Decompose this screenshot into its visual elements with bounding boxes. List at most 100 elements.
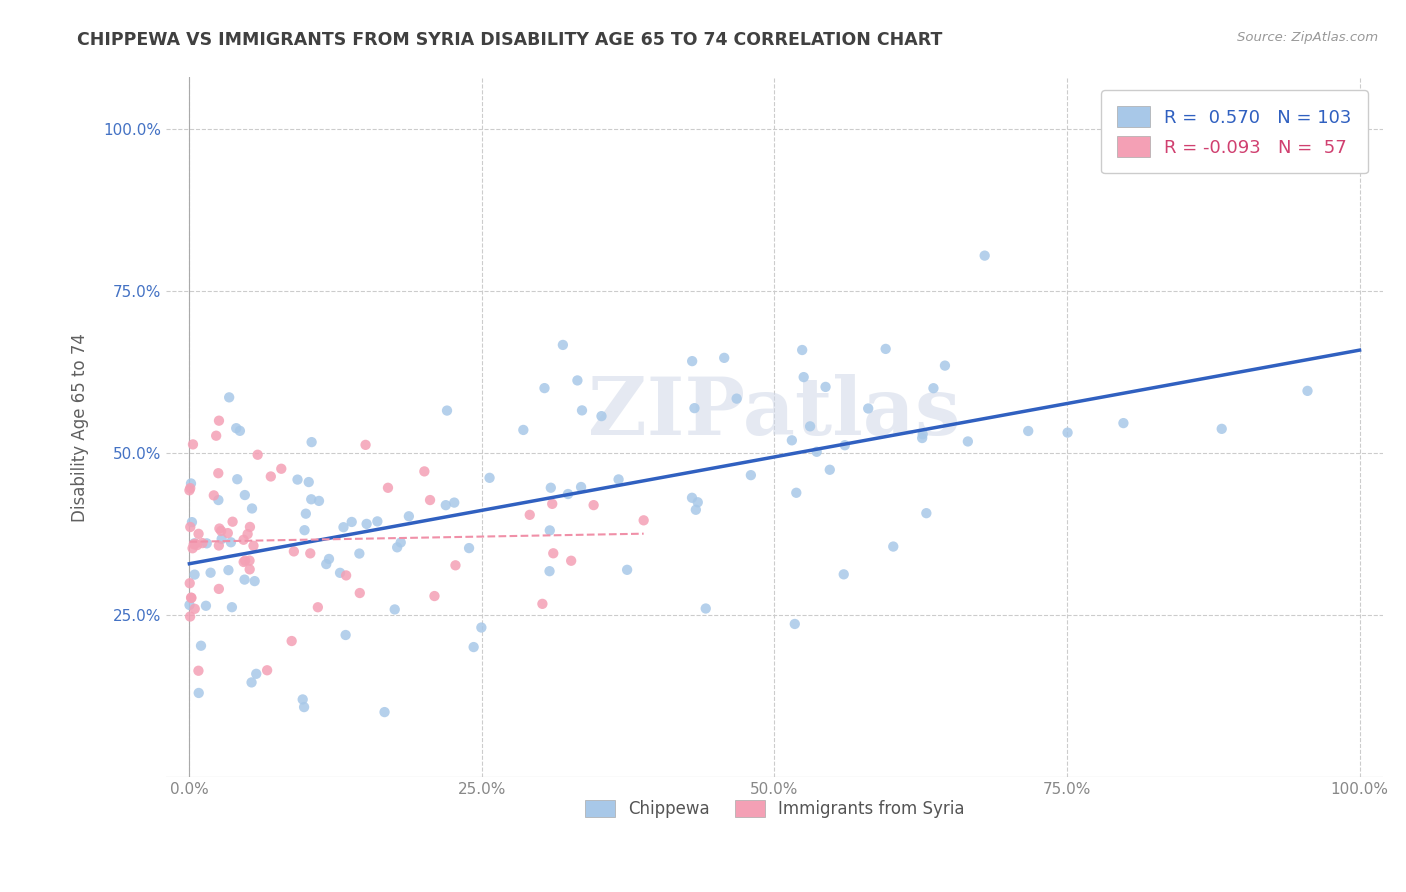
Text: ZIPatlas: ZIPatlas (588, 374, 960, 452)
Point (181, 437, 204, 451)
Point (1211, 422, 1233, 436)
Point (922, 381, 945, 395)
Point (349, 547, 371, 561)
Point (184, 602, 207, 616)
Point (246, 448, 269, 462)
Point (419, 493, 441, 508)
Point (179, 481, 201, 495)
Point (366, 515, 388, 529)
Point (179, 483, 201, 498)
Point (294, 523, 316, 537)
Point (181, 541, 204, 556)
Point (934, 359, 956, 373)
Point (233, 488, 256, 502)
Point (299, 546, 322, 560)
Y-axis label: Disability Age 65 to 74: Disability Age 65 to 74 (72, 333, 89, 522)
Point (299, 492, 322, 507)
Point (194, 599, 217, 613)
Point (208, 522, 231, 536)
Point (200, 566, 222, 580)
Point (543, 546, 565, 560)
Point (725, 392, 748, 406)
Point (219, 535, 242, 549)
Point (232, 533, 254, 547)
Point (685, 502, 707, 516)
Point (882, 540, 904, 554)
Point (780, 434, 803, 448)
Point (208, 582, 231, 596)
Point (221, 515, 243, 529)
Point (740, 468, 762, 483)
Point (875, 342, 897, 356)
Point (239, 520, 262, 534)
Point (270, 462, 292, 476)
Point (832, 567, 855, 582)
Point (245, 666, 267, 681)
Point (287, 473, 309, 487)
Point (349, 586, 371, 600)
Point (318, 552, 340, 566)
Point (463, 640, 485, 654)
Point (915, 506, 938, 520)
Point (202, 488, 225, 502)
Point (413, 464, 436, 478)
Point (335, 568, 357, 582)
Point (458, 541, 481, 555)
Point (181, 515, 204, 529)
Point (1017, 424, 1039, 438)
Point (221, 600, 243, 615)
Point (560, 554, 582, 568)
Point (444, 558, 467, 573)
Point (681, 354, 703, 368)
Point (633, 513, 655, 527)
Point (385, 541, 408, 555)
Point (538, 524, 561, 538)
Point (443, 495, 465, 509)
Point (180, 591, 202, 605)
Point (179, 598, 201, 612)
Point (180, 591, 202, 605)
Point (681, 491, 703, 505)
Point (356, 516, 378, 531)
Point (260, 469, 283, 483)
Point (187, 526, 209, 541)
Point (225, 421, 247, 435)
Point (218, 390, 240, 404)
Point (340, 515, 363, 529)
Point (190, 639, 212, 653)
Point (695, 601, 717, 615)
Point (329, 566, 352, 580)
Point (423, 589, 446, 603)
Point (569, 480, 592, 494)
Point (239, 562, 262, 576)
Point (1056, 425, 1078, 440)
Point (814, 380, 837, 394)
Point (191, 536, 214, 550)
Point (519, 508, 541, 522)
Point (217, 563, 239, 577)
Point (195, 536, 218, 550)
Point (1112, 416, 1135, 430)
Point (531, 597, 554, 611)
Point (785, 485, 807, 500)
Point (512, 423, 534, 437)
Point (256, 663, 278, 677)
Point (551, 338, 574, 352)
Point (834, 438, 856, 452)
Point (211, 532, 233, 546)
Point (243, 574, 266, 588)
Point (308, 494, 330, 508)
Point (283, 544, 305, 558)
Point (298, 475, 321, 489)
Point (686, 495, 709, 509)
Point (183, 567, 205, 582)
Point (292, 700, 315, 714)
Point (183, 537, 205, 551)
Point (389, 535, 412, 549)
Text: CHIPPEWA VS IMMIGRANTS FROM SYRIA DISABILITY AGE 65 TO 74 CORRELATION CHART: CHIPPEWA VS IMMIGRANTS FROM SYRIA DISABI… (77, 31, 942, 49)
Point (295, 507, 318, 521)
Point (478, 471, 501, 485)
Point (240, 675, 263, 690)
Point (208, 414, 231, 428)
Point (470, 621, 492, 635)
